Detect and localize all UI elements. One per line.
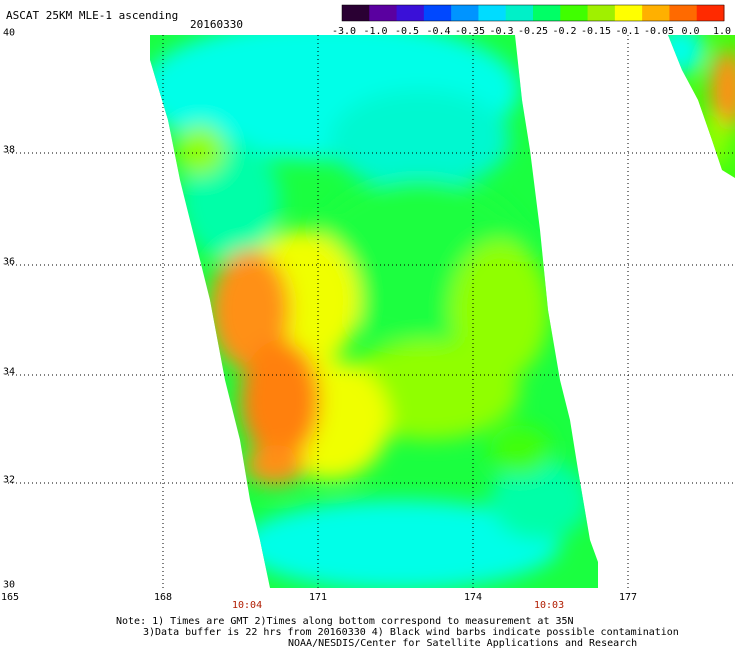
colorbar-tick-label: 0.0 [681,26,700,37]
footer-note-1: Note: 1) Times are GMT 2)Times along bot… [116,616,574,627]
colorbar-swatch [614,5,643,21]
lat-label-40: 40 [3,27,16,39]
colorbar-swatch [369,5,398,21]
lat-lon-grid [8,35,735,588]
colorbar-tick-label: -3.0 [331,26,357,37]
product-title: ASCAT 25KM MLE-1 ascending [6,9,179,22]
footer-credit: NOAA/NESDIS/Center for Satellite Applica… [288,638,638,649]
colorbar-tick-label: -0.35 [454,26,486,37]
lon-label-174: 174 [463,592,483,603]
colorbar-tick-label: -0.25 [517,26,549,37]
lon-label-177: 177 [618,592,638,603]
lat-label-30: 30 [3,579,16,591]
pass-time-right: 10:03 [534,600,565,611]
lon-label-171: 171 [308,592,328,603]
footer-note-2: 3)Data buffer is 22 hrs from 20160330 4)… [143,627,679,638]
lat-label-38: 38 [3,144,16,156]
colorbar-swatch [642,5,670,21]
lat-label-32: 32 [3,474,16,486]
colorbar-tick-label: -1.0 [363,26,388,37]
lat-label-36: 36 [3,256,16,268]
colorbar-tick-label: 1.0 [712,26,732,37]
colorbar-swatch [423,5,452,21]
swath-data [150,35,598,588]
colorbar-tick-label: -0.05 [643,26,675,37]
pass-time-left: 10:04 [232,600,263,611]
lon-label-165: 165 [0,592,20,603]
corner-swath-data [668,35,735,178]
colorbar-tick-label: -0.4 [426,26,451,37]
colorbar-swatch [533,5,561,21]
colorbar-swatch [560,5,589,21]
colorbar [341,4,725,22]
colorbar-swatch [669,5,698,21]
colorbar-tick-label: -0.3 [489,26,514,37]
colorbar-tick-label: -0.15 [580,26,612,37]
colorbar-tick-label: -0.5 [394,26,420,37]
colorbar-swatch [696,5,725,21]
lat-label-34: 34 [3,366,16,378]
colorbar-swatch [396,5,425,21]
colorbar-swatch [587,5,616,21]
lon-label-168: 168 [153,592,173,603]
colorbar-tick-label: -0.2 [552,26,577,37]
product-date: 20160330 [190,18,243,31]
colorbar-swatch [505,5,534,21]
colorbar-swatch [342,5,370,21]
colorbar-tick-label: -0.1 [615,26,640,37]
colorbar-swatch [478,5,507,21]
colorbar-swatch [451,5,479,21]
